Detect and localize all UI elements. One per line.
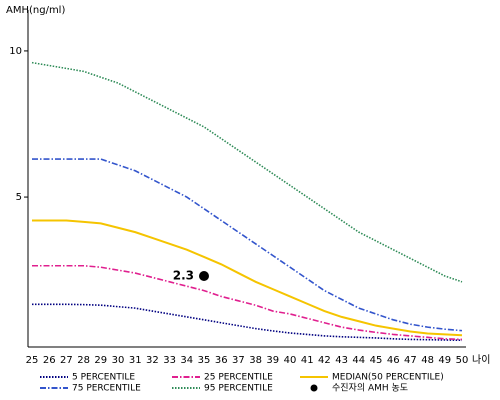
x-tick-label: 39 — [266, 355, 279, 366]
x-tick-label: 26 — [43, 355, 56, 366]
series-line — [32, 158, 463, 332]
x-tick-label: 30 — [112, 355, 125, 366]
x-tick-label: 46 — [387, 355, 400, 366]
legend-label: 75 PERCENTILE — [72, 384, 141, 394]
series-line — [32, 219, 463, 337]
x-tick-label: 48 — [421, 355, 434, 366]
x-tick-label: 37 — [232, 355, 245, 366]
x-tick-label: 28 — [77, 355, 90, 366]
point-label: 2.3 — [173, 268, 194, 282]
legend-label: 25 PERCENTILE — [204, 373, 273, 383]
legend-label: 95 PERCENTILE — [204, 384, 273, 394]
x-tick-label: 41 — [301, 355, 314, 366]
x-tick-label: 40 — [284, 355, 297, 366]
x-tick-label: 33 — [163, 355, 176, 366]
patient-point — [199, 270, 209, 281]
x-tick-label: 32 — [146, 355, 159, 366]
legend-label: 5 PERCENTILE — [72, 373, 135, 383]
x-tick-label: 49 — [438, 355, 451, 366]
x-tick-label: 34 — [180, 355, 193, 366]
x-tick-label: 44 — [352, 355, 365, 366]
x-tick-label: 25 — [26, 355, 39, 366]
legend-label: 수진자의 AMH 농도 — [332, 383, 408, 394]
x-tick-label: 47 — [404, 355, 417, 366]
x-tick-label: 45 — [370, 355, 383, 366]
y-axis-label: AMH(ng/ml) — [6, 5, 65, 16]
x-tick-label: 27 — [60, 355, 73, 366]
series-line — [31, 61, 463, 283]
series-line — [32, 303, 463, 342]
x-tick-label: 38 — [249, 355, 262, 366]
x-tick-label: 35 — [198, 355, 211, 366]
x-tick-label: 36 — [215, 355, 228, 366]
x-tick-label: 29 — [94, 355, 107, 366]
legend-marker — [310, 384, 318, 392]
y-tick-label: 10 — [9, 46, 22, 57]
x-tick-label: 50 — [456, 355, 469, 366]
series-line — [32, 264, 463, 341]
x-axis-label: 나이 — [472, 354, 490, 366]
y-tick-label: 5 — [16, 192, 22, 203]
x-tick-label: 31 — [129, 355, 142, 366]
x-tick-label: 43 — [335, 355, 348, 366]
legend-label: MEDIAN(50 PERCENTILE) — [332, 373, 444, 383]
x-tick-label: 42 — [318, 355, 331, 366]
